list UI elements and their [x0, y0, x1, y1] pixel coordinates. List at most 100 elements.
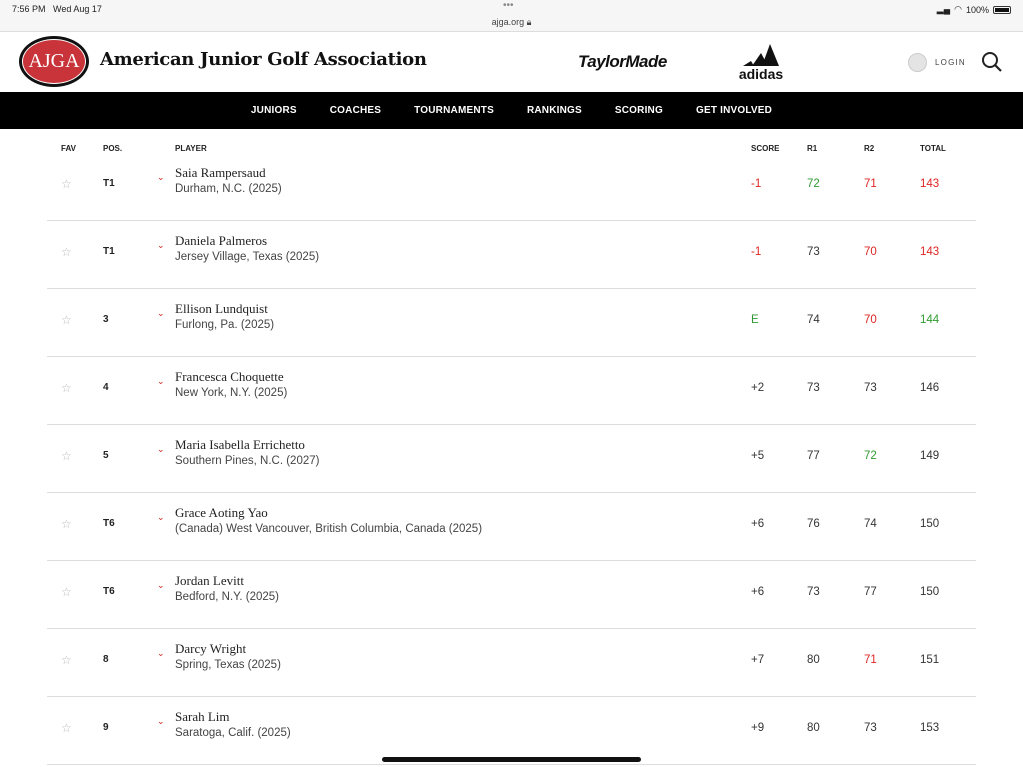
round-2: 71: [864, 178, 877, 190]
nav-tournaments[interactable]: TOURNAMENTS: [414, 105, 494, 116]
score: +5: [751, 450, 765, 462]
round-2: 72: [864, 450, 877, 462]
table-row[interactable]: ☆ 3 ⌄ Ellison Lundquist Furlong, Pa. (20…: [47, 289, 976, 357]
player-name[interactable]: Jordan Levitt: [175, 573, 244, 588]
player-name[interactable]: Darcy Wright: [175, 641, 247, 656]
round-1: 76: [807, 518, 820, 530]
player-location: New York, N.Y. (2025): [175, 387, 288, 399]
wifi-icon: ◠: [954, 4, 962, 14]
url-bar[interactable]: ajga.org 🔒︎: [491, 17, 532, 27]
player-name[interactable]: Francesca Choquette: [175, 369, 284, 384]
nav-coaches[interactable]: COACHES: [329, 105, 382, 116]
table-row[interactable]: ☆ 8 ⌄ Darcy Wright Spring, Texas (2025) …: [47, 629, 976, 697]
nav-get-involved[interactable]: GET INVOLVED: [695, 105, 773, 116]
signal-icon: ▂▄: [936, 4, 951, 14]
player-name[interactable]: Daniela Palmeros: [175, 233, 268, 248]
table-row[interactable]: ☆ T6 ⌄ Grace Aoting Yao (Canada) West Va…: [47, 493, 976, 561]
nav-juniors[interactable]: JUNIORS: [250, 105, 297, 116]
favorite-star-icon[interactable]: ☆: [61, 585, 72, 599]
position: 8: [103, 654, 109, 665]
favorite-star-icon[interactable]: ☆: [61, 721, 72, 735]
header-pos: POS.: [103, 144, 123, 153]
round-1: 73: [807, 586, 820, 598]
round-1: 74: [807, 314, 820, 326]
score: +9: [751, 722, 765, 734]
player-name[interactable]: Sarah Lim: [175, 709, 230, 724]
player-name[interactable]: Grace Aoting Yao: [175, 505, 268, 520]
adidas-logo[interactable]: adidas: [734, 44, 788, 84]
leaderboard-table: FAV POS. PLAYER SCORE R1 R2 TOTAL ☆ T1 ⌄…: [47, 129, 976, 765]
chevron-down-icon[interactable]: ⌄: [157, 444, 165, 454]
home-indicator: [382, 757, 641, 762]
nav-scoring[interactable]: SCORING: [614, 105, 663, 116]
round-2: 70: [864, 314, 877, 326]
ajga-logo[interactable]: AJGA: [19, 36, 89, 87]
favorite-star-icon[interactable]: ☆: [61, 177, 72, 191]
chevron-down-icon[interactable]: ⌄: [157, 716, 165, 726]
total: 143: [920, 246, 940, 258]
favorite-star-icon[interactable]: ☆: [61, 653, 72, 667]
chevron-down-icon[interactable]: ⌄: [157, 308, 165, 318]
position: 3: [103, 314, 109, 325]
score: E: [751, 314, 759, 326]
total: 143: [920, 178, 940, 190]
nav-rankings[interactable]: RANKINGS: [526, 105, 582, 116]
player-location: Durham, N.C. (2025): [175, 183, 282, 195]
table-row[interactable]: ☆ 4 ⌄ Francesca Choquette New York, N.Y.…: [47, 357, 976, 425]
favorite-star-icon[interactable]: ☆: [61, 245, 72, 259]
status-right: ▂▄ ◠ 100%: [937, 4, 1011, 15]
login-button[interactable]: LOGIN: [908, 53, 966, 72]
chevron-down-icon[interactable]: ⌄: [157, 376, 165, 386]
player-location: Southern Pines, N.C. (2027): [175, 455, 320, 467]
position: T6: [103, 586, 115, 597]
taylormade-logo[interactable]: TaylorMade: [578, 52, 667, 71]
more-dots-icon[interactable]: •••: [503, 0, 514, 11]
chevron-down-icon[interactable]: ⌄: [157, 580, 165, 590]
position: T6: [103, 518, 115, 529]
favorite-star-icon[interactable]: ☆: [61, 517, 72, 531]
round-1: 73: [807, 246, 820, 258]
chevron-down-icon[interactable]: ⌄: [157, 172, 165, 182]
round-1: 80: [807, 722, 820, 734]
status-bar: 7:56 PM Wed Aug 17 ••• ajga.org 🔒︎ ▂▄ ◠ …: [0, 0, 1023, 32]
round-2: 73: [864, 382, 877, 394]
position: 5: [103, 450, 109, 461]
total: 149: [920, 450, 940, 462]
position: 9: [103, 722, 109, 733]
table-row[interactable]: ☆ 5 ⌄ Maria Isabella Errichetto Southern…: [47, 425, 976, 493]
score: +6: [751, 518, 765, 530]
header-player: PLAYER: [175, 144, 207, 153]
table-row[interactable]: ☆ 9 ⌄ Sarah Lim Saratoga, Calif. (2025) …: [47, 697, 976, 765]
battery-icon: [993, 5, 1011, 14]
round-2: 70: [864, 246, 877, 258]
battery-text: 100%: [965, 4, 989, 15]
round-2: 73: [864, 722, 877, 734]
player-name[interactable]: Maria Isabella Errichetto: [175, 437, 305, 452]
table-header: FAV POS. PLAYER SCORE R1 R2 TOTAL: [47, 129, 976, 167]
score: +2: [751, 382, 765, 394]
total: 144: [920, 314, 940, 326]
site-header: AJGA American Junior Golf Association Ta…: [0, 32, 1023, 92]
table-row[interactable]: ☆ T6 ⌄ Jordan Levitt Bedford, N.Y. (2025…: [47, 561, 976, 629]
table-row[interactable]: ☆ T1 ⌄ Daniela Palmeros Jersey Village, …: [47, 221, 976, 289]
main-nav: JUNIORS COACHES TOURNAMENTS RANKINGS SCO…: [0, 92, 1023, 129]
score: +6: [751, 586, 765, 598]
chevron-down-icon[interactable]: ⌄: [157, 648, 165, 658]
table-row[interactable]: ☆ T1 ⌄ Saia Rampersaud Durham, N.C. (202…: [47, 165, 976, 221]
player-name[interactable]: Saia Rampersaud: [175, 165, 266, 180]
chevron-down-icon[interactable]: ⌄: [157, 240, 165, 250]
player-name[interactable]: Ellison Lundquist: [175, 301, 268, 316]
favorite-star-icon[interactable]: ☆: [61, 449, 72, 463]
player-location: Bedford, N.Y. (2025): [175, 591, 279, 603]
total: 150: [920, 586, 940, 598]
position: T1: [103, 178, 115, 189]
favorite-star-icon[interactable]: ☆: [61, 313, 72, 327]
chevron-down-icon[interactable]: ⌄: [157, 512, 165, 522]
site-title[interactable]: American Junior Golf Association: [100, 49, 427, 70]
player-location: Saratoga, Calif. (2025): [175, 727, 291, 739]
round-2: 77: [864, 586, 877, 598]
total: 150: [920, 518, 940, 530]
search-icon[interactable]: [981, 51, 1003, 73]
player-location: (Canada) West Vancouver, British Columbi…: [175, 523, 483, 535]
favorite-star-icon[interactable]: ☆: [61, 381, 72, 395]
